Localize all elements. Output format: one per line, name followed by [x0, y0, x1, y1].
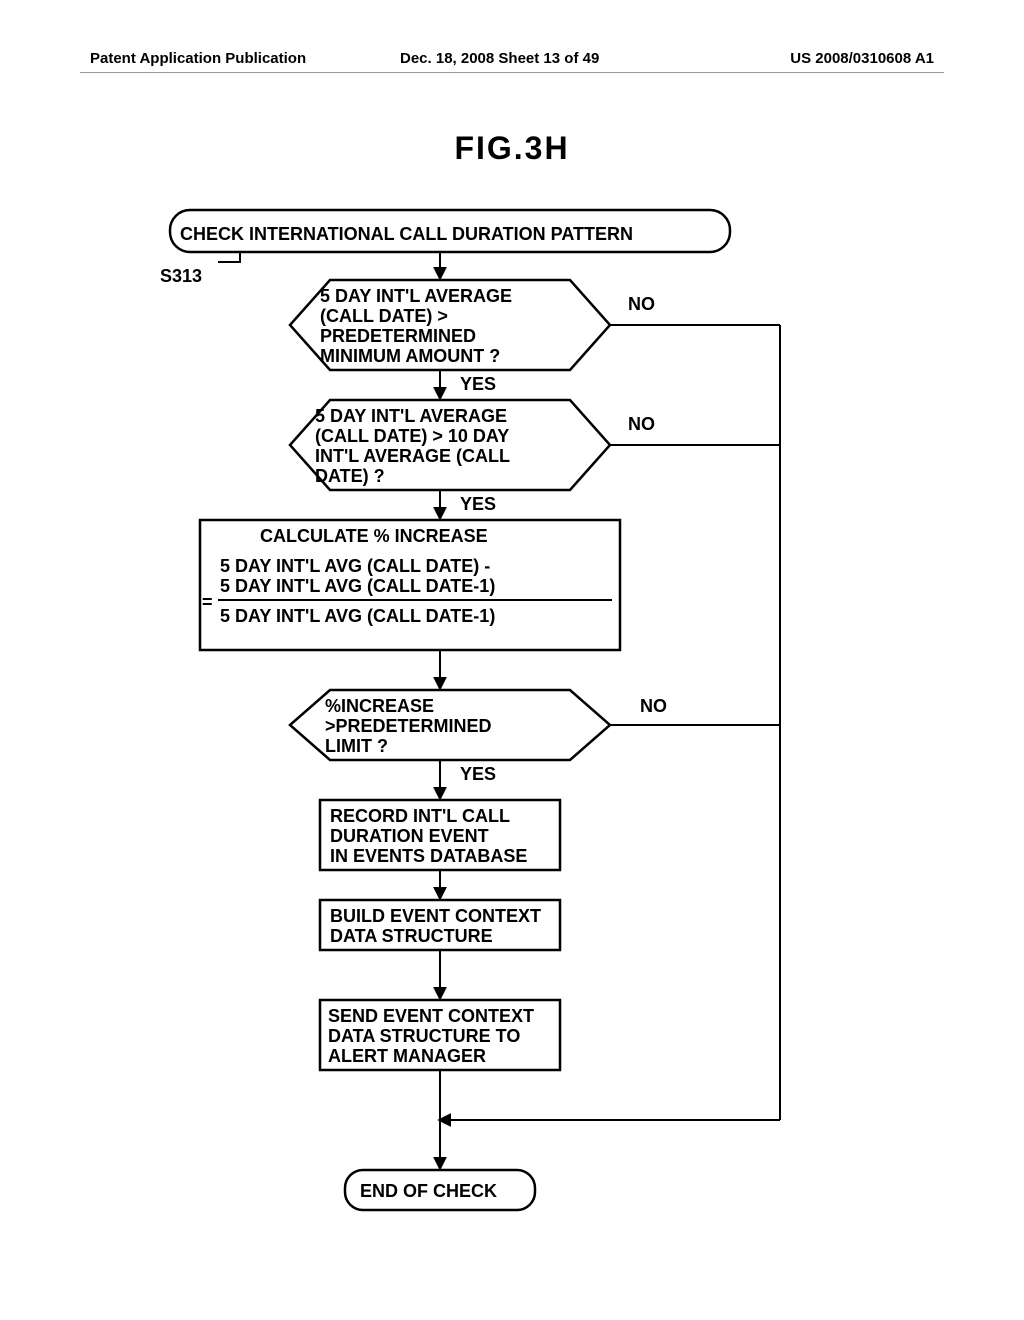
p2-l2: DURATION EVENT — [330, 826, 489, 846]
p3-l2: DATA STRUCTURE — [330, 926, 493, 946]
p2-l1: RECORD INT'L CALL — [330, 806, 510, 826]
d1-no: NO — [628, 294, 655, 314]
d3-l1: %INCREASE — [325, 696, 434, 716]
p2-l3: IN EVENTS DATABASE — [330, 846, 527, 866]
header-left: Patent Application Publication — [90, 50, 306, 67]
s-label-connector — [218, 252, 240, 262]
end-text: END OF CHECK — [360, 1181, 497, 1201]
d1-l1: 5 DAY INT'L AVERAGE — [320, 286, 512, 306]
d2-yes: YES — [460, 494, 496, 514]
step-label: S313 — [160, 266, 202, 286]
p1-title: CALCULATE % INCREASE — [260, 526, 488, 546]
header-center: Dec. 18, 2008 Sheet 13 of 49 — [400, 50, 599, 67]
d2-l2: (CALL DATE) > 10 DAY — [315, 426, 509, 446]
p1-denom: 5 DAY INT'L AVG (CALL DATE-1) — [220, 606, 495, 626]
p4-l2: DATA STRUCTURE TO — [328, 1026, 520, 1046]
flowchart-diagram: CHECK INTERNATIONAL CALL DURATION PATTER… — [100, 200, 920, 1260]
p3-l1: BUILD EVENT CONTEXT — [330, 906, 541, 926]
d2-l3: INT'L AVERAGE (CALL — [315, 446, 510, 466]
d3-l2: >PREDETERMINED — [325, 716, 492, 736]
p4-l1: SEND EVENT CONTEXT — [328, 1006, 534, 1026]
p1-num1: 5 DAY INT'L AVG (CALL DATE) - — [220, 556, 490, 576]
d1-yes: YES — [460, 374, 496, 394]
p1-num2: 5 DAY INT'L AVG (CALL DATE-1) — [220, 576, 495, 596]
p1-eq: = — [202, 592, 213, 612]
d2-l4: DATE) ? — [315, 466, 385, 486]
d3-no: NO — [640, 696, 667, 716]
header-right: US 2008/0310608 A1 — [790, 50, 934, 67]
d1-l3: PREDETERMINED — [320, 326, 476, 346]
d3-l3: LIMIT ? — [325, 736, 388, 756]
start-text: CHECK INTERNATIONAL CALL DURATION PATTER… — [180, 224, 633, 244]
figure-title: FIG.3H — [0, 130, 1024, 167]
d2-no: NO — [628, 414, 655, 434]
d1-l2: (CALL DATE) > — [320, 306, 448, 326]
d3-yes: YES — [460, 764, 496, 784]
d2-l1: 5 DAY INT'L AVERAGE — [315, 406, 507, 426]
header-divider — [80, 72, 944, 73]
d1-l4: MINIMUM AMOUNT ? — [320, 346, 500, 366]
p4-l3: ALERT MANAGER — [328, 1046, 486, 1066]
